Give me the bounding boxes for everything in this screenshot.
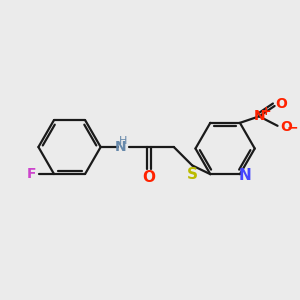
Text: −: − — [286, 120, 298, 134]
Text: H: H — [119, 136, 128, 146]
Text: +: + — [260, 104, 271, 118]
Text: O: O — [280, 120, 292, 134]
Text: N: N — [254, 109, 265, 123]
Text: F: F — [26, 167, 36, 181]
Text: N: N — [115, 140, 126, 154]
Text: O: O — [275, 97, 287, 111]
Text: S: S — [187, 167, 198, 182]
Text: O: O — [142, 170, 155, 185]
Text: N: N — [239, 168, 252, 183]
